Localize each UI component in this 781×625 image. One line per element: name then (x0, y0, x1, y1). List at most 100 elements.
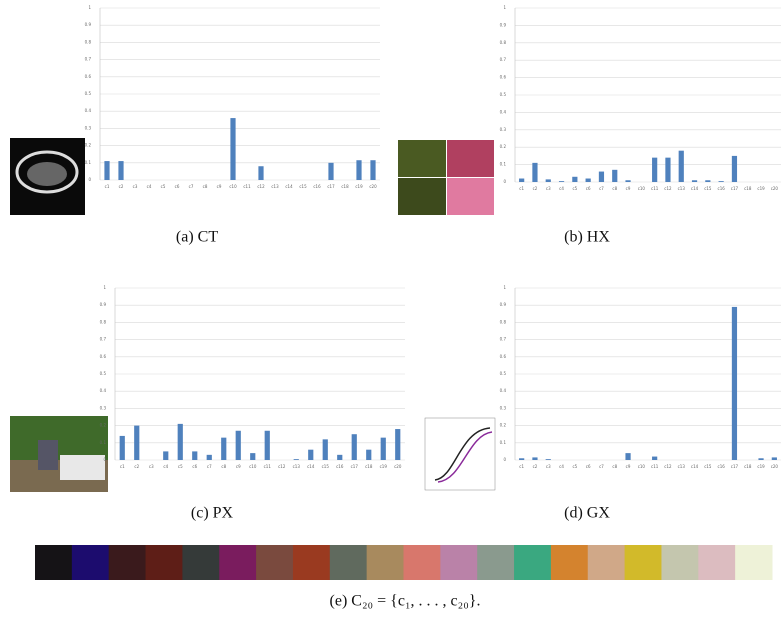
bar (120, 436, 125, 460)
bar (612, 170, 617, 182)
x-tick-label: c2 (533, 186, 538, 191)
bar (665, 158, 670, 182)
bar (546, 179, 551, 182)
color-swatch (514, 545, 551, 580)
y-tick-label: 0.6 (500, 75, 507, 80)
x-tick-label: c11 (651, 464, 659, 469)
x-tick-label: c20 (394, 464, 402, 469)
y-tick-label: 0.5 (100, 371, 107, 376)
y-tick-label: 0.6 (100, 354, 107, 359)
bar (370, 160, 375, 180)
y-tick-label: 0 (88, 177, 91, 182)
bar (772, 457, 777, 460)
color-swatch (661, 545, 698, 580)
x-tick-label: c20 (771, 464, 779, 469)
bar (104, 161, 109, 180)
color-swatch (698, 545, 735, 580)
color-swatch (588, 545, 625, 580)
chart-caption: (c) PX (191, 505, 234, 522)
x-tick-label: c15 (704, 186, 712, 191)
chart-caption: (b) HX (564, 229, 610, 246)
x-tick-label: c6 (586, 464, 591, 469)
color-swatch (35, 545, 72, 580)
x-tick-label: c16 (718, 186, 726, 191)
color-swatch (146, 545, 183, 580)
x-tick-label: c7 (207, 464, 212, 469)
y-tick-label: 0.9 (500, 302, 507, 307)
chart-caption: (d) GX (564, 505, 610, 522)
color-swatch (256, 545, 293, 580)
y-tick-label: 0.4 (500, 109, 507, 114)
x-tick-label: c20 (771, 186, 779, 191)
x-tick-label: c17 (351, 464, 359, 469)
bar (546, 459, 551, 460)
y-tick-label: 0.8 (100, 319, 107, 324)
bar (337, 455, 342, 460)
bar (586, 179, 591, 182)
x-tick-label: c2 (533, 464, 538, 469)
x-tick-label: c19 (757, 464, 765, 469)
color-swatch (367, 545, 404, 580)
bar (732, 307, 737, 460)
x-tick-label: c15 (299, 184, 307, 189)
x-tick-label: c9 (626, 464, 631, 469)
color-swatch (404, 545, 441, 580)
x-tick-label: c9 (217, 184, 222, 189)
color-swatch (109, 545, 146, 580)
bar (519, 458, 524, 460)
x-tick-label: c16 (336, 464, 344, 469)
x-tick-label: c1 (519, 186, 524, 191)
y-tick-label: 0.3 (500, 405, 507, 410)
bar (323, 439, 328, 460)
y-tick-label: 0 (503, 179, 506, 184)
bar (356, 160, 361, 180)
x-tick-label: c14 (307, 464, 315, 469)
bar (381, 438, 386, 460)
y-tick-label: 0 (503, 457, 506, 462)
bar (599, 172, 604, 182)
bar (366, 450, 371, 460)
y-tick-label: 0.5 (500, 371, 507, 376)
bar (192, 451, 197, 460)
y-tick-label: 0.4 (500, 388, 507, 393)
bar (625, 180, 630, 182)
x-tick-label: c19 (380, 464, 388, 469)
bar (118, 161, 123, 180)
y-tick-label: 0.9 (85, 22, 92, 27)
y-tick-label: 0.6 (500, 354, 507, 359)
x-tick-label: c12 (664, 186, 672, 191)
y-tick-label: 1 (503, 285, 506, 290)
bar (679, 151, 684, 182)
x-tick-label: c4 (559, 186, 564, 191)
color-swatch (330, 545, 367, 580)
x-tick-label: c16 (313, 184, 321, 189)
bar (258, 166, 263, 180)
y-tick-label: 0.2 (500, 423, 507, 428)
x-tick-label: c17 (731, 464, 739, 469)
x-tick-label: c13 (678, 186, 686, 191)
y-tick-label: 0.1 (500, 440, 507, 445)
x-tick-label: c5 (572, 464, 577, 469)
bar (559, 181, 564, 182)
bar (719, 181, 724, 182)
y-tick-label: 0.9 (100, 302, 107, 307)
x-tick-label: c7 (599, 186, 604, 191)
x-tick-label: c16 (718, 464, 726, 469)
x-tick-label: c13 (678, 464, 686, 469)
bar (572, 177, 577, 182)
y-tick-label: 0.8 (85, 39, 92, 44)
x-tick-label: c1 (105, 184, 110, 189)
bar (163, 451, 168, 460)
chart-caption: (a) CT (176, 229, 218, 246)
x-tick-label: c3 (546, 186, 551, 191)
color-swatch (293, 545, 330, 580)
y-tick-label: 0.5 (85, 91, 92, 96)
y-tick-label: 0.3 (500, 127, 507, 132)
hx-image (398, 140, 494, 215)
y-tick-label: 0.2 (500, 144, 507, 149)
bar (134, 426, 139, 460)
x-tick-label: c1 (120, 464, 125, 469)
bar (692, 180, 697, 182)
color-swatch (72, 545, 109, 580)
bar (652, 457, 657, 460)
